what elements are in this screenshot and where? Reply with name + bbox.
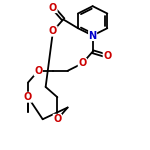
Text: O: O [53,114,62,124]
Text: N: N [88,31,97,40]
Text: O: O [49,26,57,36]
Text: O: O [78,58,86,68]
Text: O: O [103,51,111,61]
Text: O: O [24,92,32,102]
Text: O: O [34,66,42,76]
Text: O: O [49,3,57,13]
